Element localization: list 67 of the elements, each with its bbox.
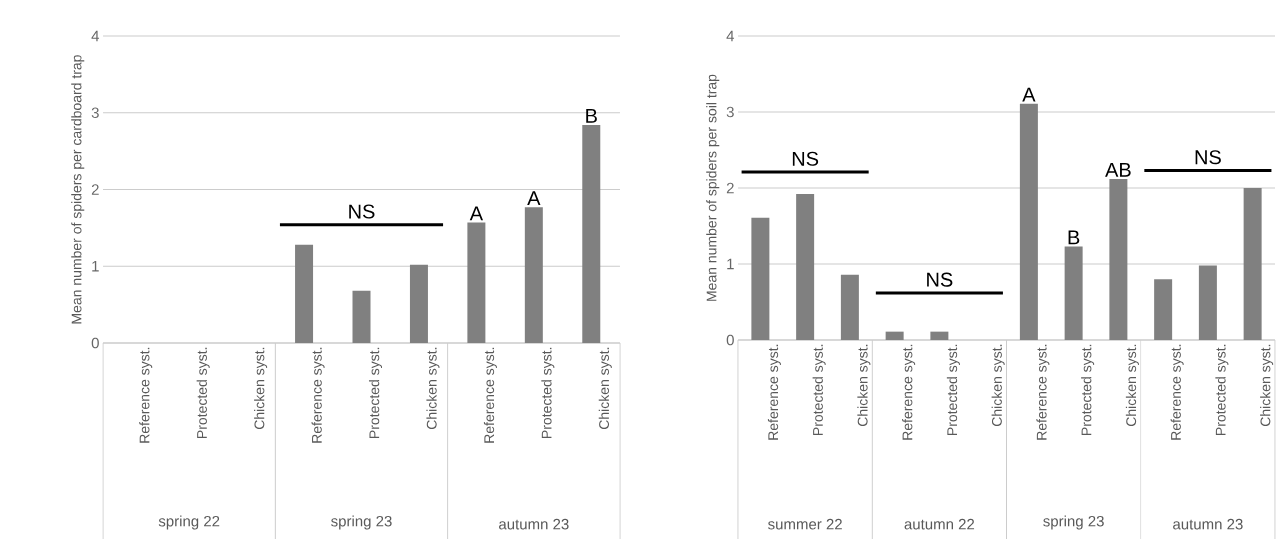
y-tick-label: 0 — [91, 337, 99, 349]
y-tick-label: 3 — [91, 107, 99, 119]
data-label: A — [527, 191, 541, 205]
x-tick-label: Protected syst. — [541, 347, 555, 438]
x-tick-label: Reference syst. — [311, 347, 325, 443]
x-tick-label: Chicken syst. — [1125, 344, 1139, 427]
annotation: NS — [792, 151, 819, 166]
x-tick-label: Chicken syst. — [598, 347, 612, 430]
x-tick-label: Chicken syst. — [426, 347, 440, 430]
text: spring 22 — [158, 515, 220, 530]
bar — [352, 290, 371, 343]
data-label: A — [1022, 87, 1036, 102]
x-tick-label: Chicken syst. — [1260, 344, 1274, 427]
y-tick-label: 2 — [91, 184, 99, 195]
bar — [796, 194, 815, 340]
bar — [751, 217, 770, 340]
text: autumn 23 — [499, 518, 569, 530]
bar — [840, 274, 859, 340]
text: spring 23 — [1043, 515, 1104, 530]
bar — [930, 331, 949, 340]
y-tick-label: 1 — [727, 258, 734, 270]
bar — [582, 125, 601, 343]
y-tick-label: 0 — [726, 334, 734, 346]
bar — [295, 244, 314, 343]
x-tick-label: Chicken syst. — [254, 347, 268, 430]
x-tick-label: Chicken syst. — [857, 344, 871, 427]
x-tick-label: Protected syst. — [1081, 344, 1095, 435]
bar — [1019, 103, 1038, 340]
x-tick-label: Reference syst. — [767, 344, 781, 440]
bar — [1154, 279, 1173, 340]
bar — [1198, 265, 1217, 340]
y-tick-label: 4 — [91, 30, 100, 42]
bar — [1109, 178, 1128, 340]
data-label: AB — [1105, 162, 1131, 177]
y-axis-title: Mean number of spiders per cardboard trap — [71, 55, 85, 324]
x-tick-label: Chicken syst. — [991, 344, 1005, 427]
text: autumn 23 — [1173, 518, 1243, 530]
y-tick-label: 1 — [92, 261, 99, 272]
bar — [1243, 188, 1262, 340]
text: autumn 22 — [904, 518, 975, 530]
x-tick-label: Protected syst. — [196, 347, 210, 438]
annotation: NS — [349, 204, 375, 219]
x-tick-label: Protected syst. — [368, 347, 383, 438]
bar — [467, 222, 486, 343]
data-label: B — [586, 109, 597, 123]
bar — [1064, 246, 1083, 340]
y-tick-label: 2 — [726, 182, 734, 194]
x-tick-label: Reference syst. — [1036, 344, 1050, 440]
x-tick-label: Reference syst. — [483, 347, 497, 443]
bar — [524, 207, 543, 343]
y-tick-label: 3 — [726, 106, 734, 118]
x-tick-label: Reference syst. — [1170, 344, 1184, 440]
x-tick-label: Protected syst. — [946, 344, 960, 435]
y-tick-label: 4 — [726, 30, 735, 42]
x-tick-label: Reference syst. — [139, 347, 153, 443]
annotation: NS — [927, 272, 953, 287]
text: spring 23 — [331, 515, 392, 530]
data-label: A — [469, 206, 484, 221]
data-label: B — [1068, 230, 1080, 245]
bar — [885, 331, 904, 340]
text: summer 22 — [768, 518, 842, 530]
bar — [409, 264, 428, 343]
x-tick-label: Reference syst. — [902, 344, 916, 440]
annotation: NS — [1195, 150, 1221, 165]
y-axis-title: Mean number of spiders per soil trap — [706, 74, 720, 301]
x-tick-label: Protected syst. — [1215, 344, 1229, 435]
x-tick-label: Protected syst. — [812, 344, 826, 435]
